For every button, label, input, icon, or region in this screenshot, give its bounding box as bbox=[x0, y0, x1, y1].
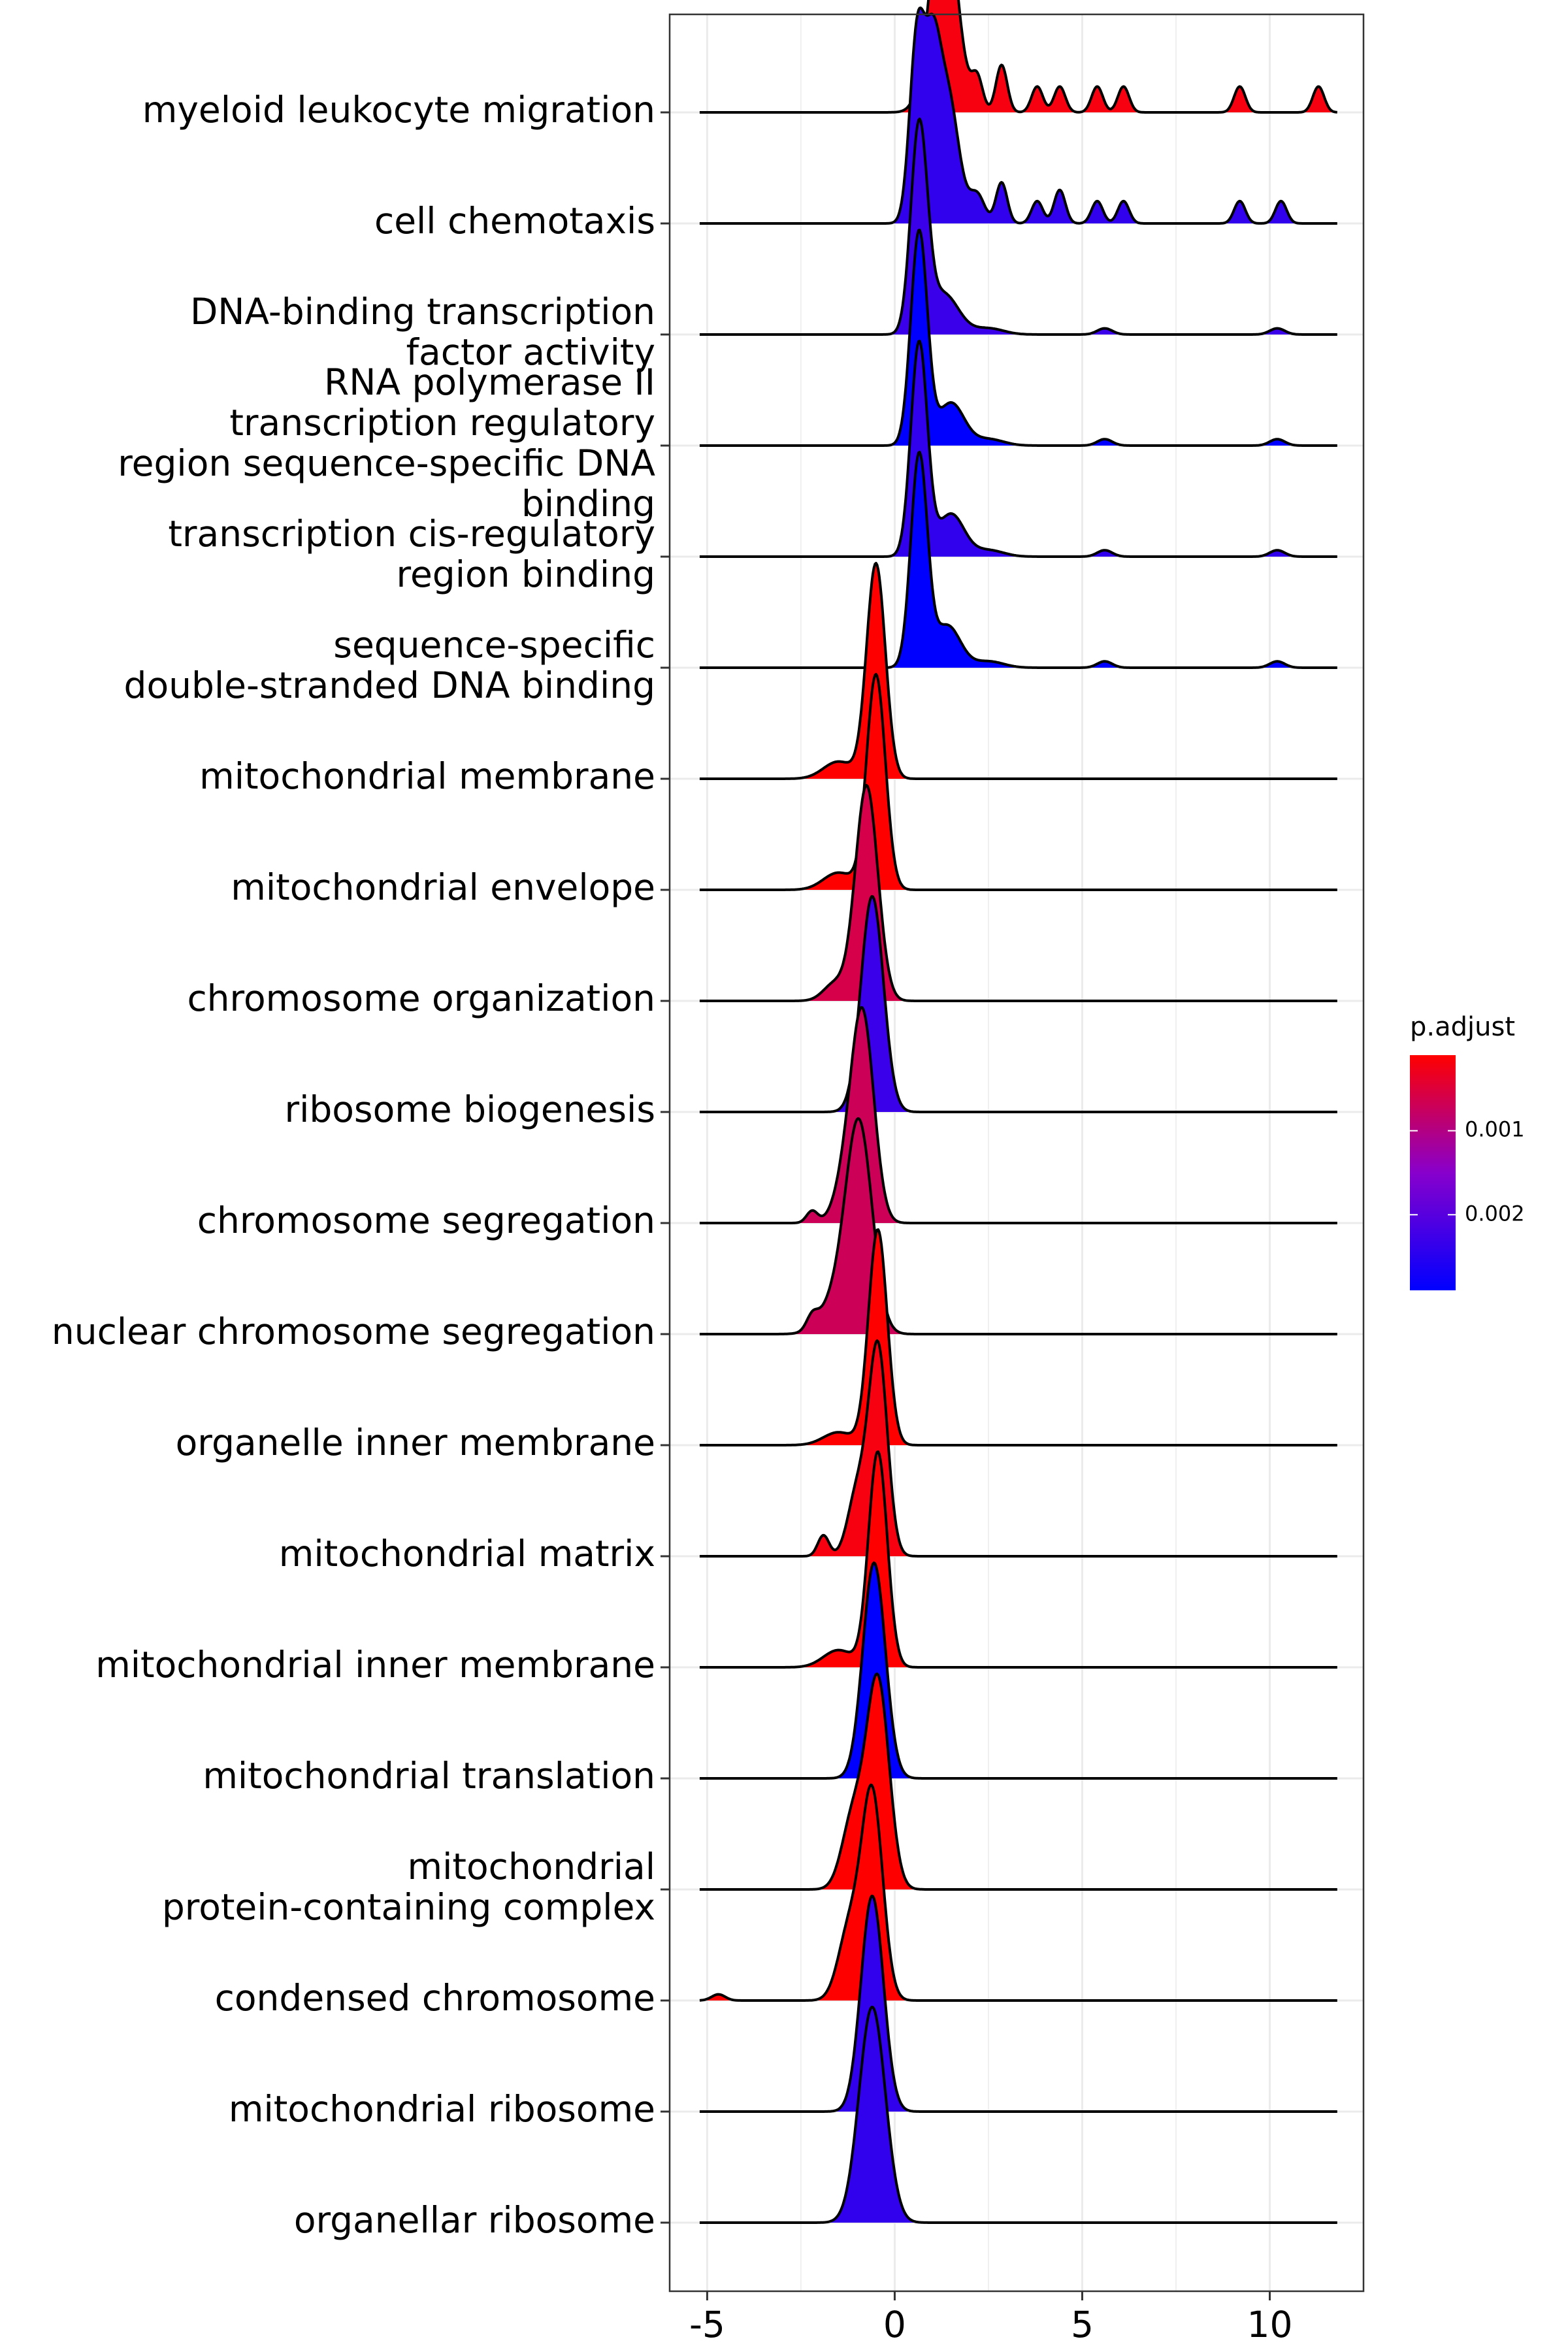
ridge-outline bbox=[699, 340, 1338, 558]
x-tick-label: -5 bbox=[689, 2304, 725, 2345]
x-tick-label: 5 bbox=[1071, 2304, 1094, 2345]
ridge-fill bbox=[892, 8, 1296, 223]
y-axis-label: mitochondrial matrix bbox=[279, 1533, 655, 1575]
ridge-1 bbox=[699, 7, 1338, 225]
x-axis: -5 0 5 10 bbox=[689, 2291, 1292, 2345]
ridges bbox=[699, 0, 1338, 2224]
legend-tick-label: 0.001 bbox=[1465, 1117, 1525, 1142]
y-axis-label: double-stranded DNA binding bbox=[124, 664, 655, 706]
y-axis-label: mitochondrial bbox=[408, 1846, 655, 1887]
ridge-2 bbox=[699, 118, 1338, 336]
ridge-15 bbox=[699, 1561, 1338, 1780]
ridge-outline bbox=[699, 2006, 1338, 2224]
ridge-outline bbox=[699, 118, 1338, 336]
y-axis-label: mitochondrial ribosome bbox=[229, 2088, 655, 2130]
y-axis-label: nuclear chromosome segregation bbox=[52, 1311, 655, 1352]
ridge-19 bbox=[699, 2006, 1338, 2224]
ridge-outline bbox=[699, 784, 1338, 1002]
ridge-18 bbox=[699, 1895, 1338, 2113]
ridge-fill bbox=[802, 674, 908, 890]
ridge-outline bbox=[699, 229, 1338, 447]
legend-colorbar bbox=[1410, 1055, 1456, 1290]
y-axis-label: mitochondrial envelope bbox=[231, 866, 655, 908]
y-axis-label: region binding bbox=[397, 553, 655, 595]
ridge-outline bbox=[699, 451, 1338, 669]
y-axis-label: binding bbox=[521, 483, 655, 525]
y-axis-label: organellar ribosome bbox=[294, 2199, 655, 2241]
ridge-outline bbox=[699, 1561, 1338, 1780]
y-axis-label: region sequence-specific DNA bbox=[118, 442, 655, 484]
ridge-fill bbox=[705, 1785, 908, 2001]
x-tick-label: 10 bbox=[1247, 2304, 1292, 2345]
y-axis-label: factor activity bbox=[406, 331, 655, 373]
ridge-outline bbox=[699, 0, 1338, 114]
plot-panel-border bbox=[668, 13, 1365, 2293]
ridge-3 bbox=[699, 229, 1338, 447]
y-axis-label: sequence-specific bbox=[333, 624, 655, 666]
y-axis-label: transcription cis-regulatory bbox=[168, 513, 655, 555]
y-axis-label: mitochondrial translation bbox=[203, 1755, 655, 1797]
ridge-fill bbox=[892, 230, 1293, 446]
legend-tick-label: 0.002 bbox=[1465, 1201, 1525, 1226]
ridge-outline bbox=[699, 895, 1338, 1113]
ridge-outline bbox=[699, 1228, 1338, 1446]
legend-title: p.adjust bbox=[1410, 1012, 1515, 1042]
ridge-fill bbox=[892, 119, 1293, 335]
ridge-outline bbox=[699, 1450, 1338, 1669]
ridge-fill bbox=[892, 341, 1293, 557]
ridge-outline bbox=[699, 1784, 1338, 2002]
y-axis-label: protein-containing complex bbox=[162, 1886, 655, 1928]
y-axis-label: RNA polymerase II bbox=[324, 361, 655, 403]
y-axis-label: myeloid leukocyte migration bbox=[142, 89, 655, 131]
ridge-outline bbox=[699, 1895, 1338, 2113]
ridge-5 bbox=[699, 451, 1338, 669]
y-axis-label: transcription regulatory bbox=[229, 402, 655, 444]
ridge-7 bbox=[699, 673, 1338, 891]
y-axis-labels: myeloid leukocyte migration cell chemotax… bbox=[52, 89, 670, 2241]
ridge-outline bbox=[699, 1339, 1338, 1558]
y-axis-label: mitochondrial membrane bbox=[199, 755, 655, 797]
ridge-17 bbox=[699, 1784, 1338, 2002]
y-axis-label: condensed chromosome bbox=[215, 1977, 655, 2019]
ridge-fill bbox=[799, 1007, 901, 1223]
ridge-fill bbox=[892, 452, 1293, 668]
ridge-outline bbox=[699, 673, 1338, 891]
y-axis-label: cell chemotaxis bbox=[374, 200, 655, 242]
y-axis-label: chromosome organization bbox=[187, 977, 655, 1019]
ridge-outline bbox=[699, 1673, 1338, 1891]
y-axis-label: chromosome segregation bbox=[197, 1200, 655, 1241]
y-axis-label: ribosome biogenesis bbox=[284, 1088, 655, 1130]
ridge-outline bbox=[699, 1117, 1338, 1335]
y-axis-label: organelle inner membrane bbox=[176, 1422, 655, 1463]
ridge-outline bbox=[699, 1006, 1338, 1224]
x-tick-label: 0 bbox=[883, 2304, 906, 2345]
ridge-outline bbox=[699, 7, 1338, 225]
ridge-outline bbox=[699, 562, 1338, 780]
legend: p.adjust 0.001 0.002 bbox=[1410, 1012, 1525, 1290]
y-axis-label: mitochondrial inner membrane bbox=[95, 1644, 655, 1686]
y-axis-label: DNA-binding transcription bbox=[190, 291, 655, 333]
ridge-4 bbox=[699, 340, 1338, 558]
ridge-16 bbox=[699, 1673, 1338, 1891]
ridge-10 bbox=[699, 1006, 1338, 1224]
